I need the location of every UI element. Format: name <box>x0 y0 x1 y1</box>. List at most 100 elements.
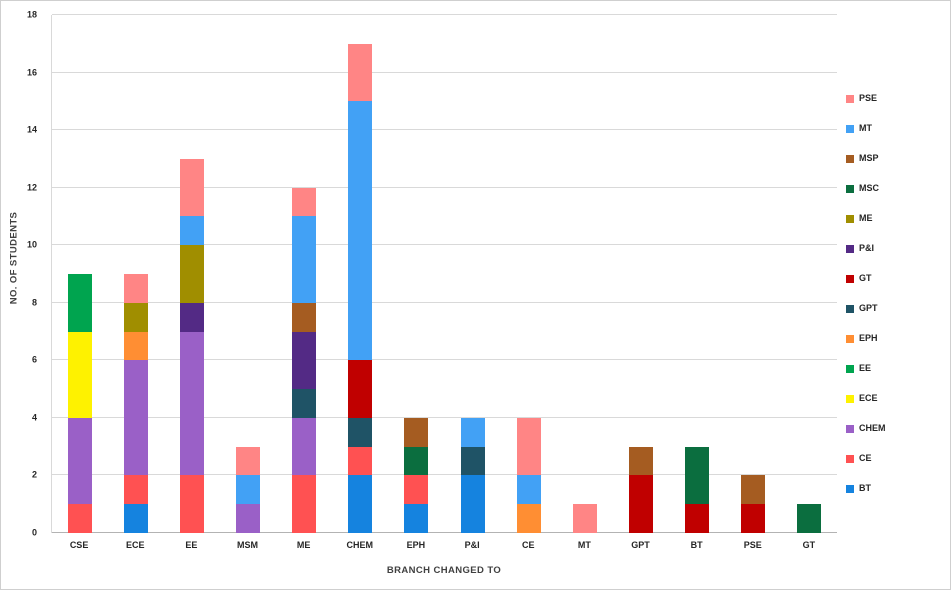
gridline <box>52 71 837 73</box>
segment-PSE <box>124 274 149 303</box>
segment-CE <box>180 475 205 533</box>
legend-swatch <box>846 94 854 103</box>
bar-PSE <box>725 15 781 533</box>
segment-CHEM <box>292 417 317 476</box>
legend-item-MSP: MSP <box>846 153 886 164</box>
legend-item-EE: EE <box>846 363 886 374</box>
segment-P&I <box>180 302 205 332</box>
segment-MT <box>348 101 373 361</box>
legend-swatch <box>846 154 854 163</box>
segment-ECE <box>68 331 93 418</box>
segment-CHEM <box>68 417 93 505</box>
y-tick-label: 18 <box>26 9 37 20</box>
segment-P&I <box>292 331 317 390</box>
segment-CHEM <box>180 331 205 476</box>
legend-label: EE <box>859 363 872 373</box>
y-tick-label: 6 <box>31 354 37 365</box>
gridline <box>52 474 837 476</box>
segment-PSE <box>348 43 373 102</box>
y-tick-label: 16 <box>26 67 37 78</box>
legend-swatch <box>846 244 854 253</box>
legend-item-GT: GT <box>846 273 886 284</box>
legend-item-PSE: PSE <box>846 93 886 104</box>
segment-ME <box>124 302 149 332</box>
x-axis-line <box>52 532 837 533</box>
gridline <box>52 129 837 131</box>
legend-label: ECE <box>859 393 878 403</box>
y-tick-label: 8 <box>31 297 37 308</box>
x-tick-label: CE <box>521 540 535 550</box>
legend-swatch <box>846 484 854 493</box>
legend-swatch <box>846 214 854 223</box>
x-tick-label: EE <box>185 540 198 550</box>
segment-MSP <box>628 446 653 476</box>
x-tick-label: BT <box>690 540 703 550</box>
x-tick-label: ECE <box>125 540 145 550</box>
legend-swatch <box>846 364 854 373</box>
segment-ME <box>180 245 205 303</box>
gridline <box>52 301 837 303</box>
segment-PSE <box>516 417 541 476</box>
segment-CE <box>404 475 429 505</box>
legend-swatch <box>846 424 854 433</box>
segment-CHEM <box>124 360 149 476</box>
bar-GPT <box>613 15 669 533</box>
segment-MT <box>236 475 261 505</box>
legend-label: MSC <box>859 183 879 193</box>
segment-MSP <box>404 417 429 447</box>
segment-EPH <box>516 504 541 533</box>
legend-label: GPT <box>859 303 878 313</box>
segment-MT <box>516 475 541 505</box>
y-tick-label: 10 <box>26 239 37 250</box>
bar-ME <box>276 15 332 533</box>
gridline <box>52 359 837 361</box>
y-tick-label: 2 <box>31 469 37 480</box>
segment-CE <box>348 446 373 476</box>
bar-P&I <box>445 15 501 533</box>
legend-item-GPT: GPT <box>846 303 886 314</box>
segment-BT <box>124 504 149 533</box>
legend-item-MSC: MSC <box>846 183 886 194</box>
legend-item-EPH: EPH <box>846 333 886 344</box>
segment-MSC <box>404 446 429 476</box>
legend: PSE MT MSP MSC ME P&I GT GPT EPH EE ECE CHEM CE BT <box>846 93 886 494</box>
segment-GPT <box>348 417 373 447</box>
x-tick-label: CHEM <box>346 540 374 550</box>
segment-CE <box>68 504 93 533</box>
gridline <box>52 416 837 418</box>
legend-item-P&I: P&I <box>846 243 886 254</box>
y-tick-label: 4 <box>31 412 37 423</box>
segment-MSP <box>292 302 317 332</box>
legend-swatch <box>846 304 854 313</box>
x-axis-title: BRANCH CHANGED TO <box>386 565 502 576</box>
legend-item-ECE: ECE <box>846 393 886 404</box>
x-tick-label: GT <box>802 540 816 550</box>
segment-PSE <box>572 504 597 533</box>
segment-MSC <box>684 446 709 505</box>
legend-item-BT: BT <box>846 483 886 494</box>
x-tick-label: GPT <box>631 540 650 550</box>
legend-swatch <box>846 184 854 193</box>
segment-BT <box>460 475 485 533</box>
legend-swatch <box>846 394 854 403</box>
x-tick-label: PSE <box>743 540 762 550</box>
x-tick-label: ME <box>296 540 311 550</box>
bar-BT <box>669 15 725 533</box>
legend-label: MT <box>859 123 872 133</box>
gridline <box>52 14 837 15</box>
gridline <box>52 244 837 246</box>
legend-label: CE <box>859 453 872 463</box>
segment-BT <box>404 504 429 533</box>
legend-label: MSP <box>859 153 879 163</box>
legend-label: EPH <box>859 333 878 343</box>
bar-GT <box>781 15 837 533</box>
y-tick-label: 0 <box>31 527 37 538</box>
bar-CE <box>501 15 557 533</box>
segment-GT <box>740 504 765 533</box>
x-tick-label: P&I <box>464 540 480 550</box>
legend-label: GT <box>859 273 872 283</box>
bar-EPH <box>388 15 444 533</box>
legend-label: BT <box>859 483 871 493</box>
legend-label: PSE <box>859 93 878 103</box>
